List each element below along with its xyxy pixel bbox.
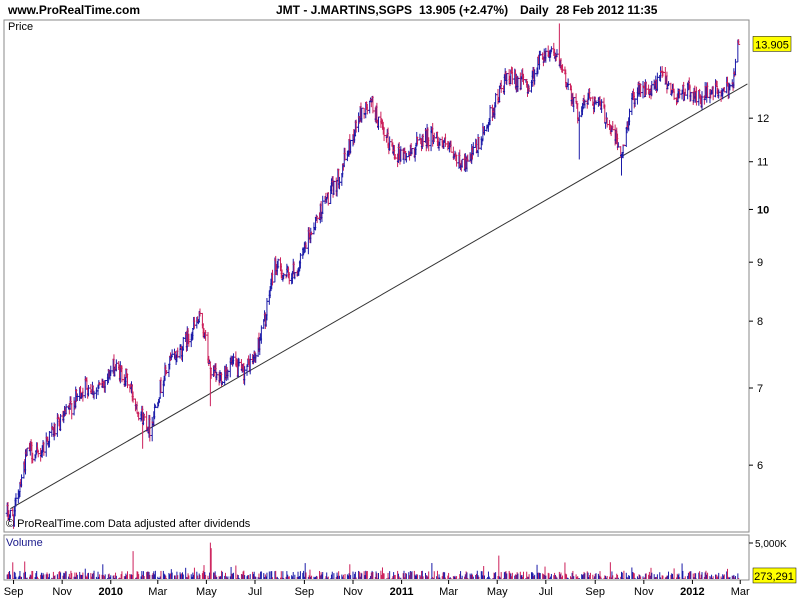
time-axis: Sep Nov 2010 Mar May Jul Sep Nov 2011 Mar May Jul Se… xyxy=(4,580,750,598)
period-label: Daily xyxy=(520,3,549,17)
last-price-badge xyxy=(752,36,792,52)
volume-tick-label: 5,000K xyxy=(755,539,787,550)
price-tick-label: 11 xyxy=(757,157,768,169)
site-title[interactable]: www.ProRealTime.com xyxy=(8,3,141,17)
time-tick-label: Nov xyxy=(634,586,654,598)
time-tick-label: Sep xyxy=(4,586,24,598)
price-axis: 6 7 8 9 10 11 12 5,000K xyxy=(749,113,787,550)
time-tick-label: May xyxy=(487,586,508,598)
time-tick-label: Sep xyxy=(585,586,605,598)
time-tick-label: Jul xyxy=(539,586,553,598)
volume-panel-label: Volume xyxy=(6,537,43,549)
price-tick-label: 6 xyxy=(757,460,763,472)
support-trendline xyxy=(10,83,748,510)
time-tick-label: Mar xyxy=(439,586,458,598)
last-volume-badge xyxy=(752,567,797,584)
datetime-label: 28 Feb 2012 11:35 xyxy=(556,3,658,17)
price-tick-label: 10 xyxy=(757,204,769,216)
chart-footer-note: © ProRealTime.com Data adjusted after di… xyxy=(6,518,251,530)
badges-layer: 13.905 273,291 xyxy=(752,36,797,584)
quote-change: 13.905 (+2.47%) xyxy=(419,3,509,17)
time-tick-label: Nov xyxy=(52,586,72,598)
price-tick-label: 7 xyxy=(757,383,763,395)
time-tick-label: May xyxy=(196,586,217,598)
time-tick-label: Jul xyxy=(248,586,262,598)
volume-bars-layer xyxy=(6,542,740,579)
price-panel-label: Price xyxy=(8,21,34,33)
time-tick-label: 2011 xyxy=(390,586,414,598)
instrument-name: JMT - J.MARTINS,SGPS xyxy=(276,3,413,17)
last-volume-badge-text: 273,291 xyxy=(754,571,794,583)
time-tick-label: Mar xyxy=(731,586,750,598)
time-tick-label: Nov xyxy=(343,586,363,598)
trendline-layer xyxy=(10,83,748,510)
last-price-badge-text: 13.905 xyxy=(755,39,789,51)
price-tick-label: 12 xyxy=(757,113,769,125)
time-tick-label: 2012 xyxy=(680,586,704,598)
time-tick-label: 2010 xyxy=(99,586,123,598)
price-tick-label: 9 xyxy=(757,257,763,269)
price-bars-layer xyxy=(5,23,741,529)
price-tick-label: 8 xyxy=(757,316,763,328)
time-tick-label: Mar xyxy=(148,586,167,598)
time-tick-label: Sep xyxy=(295,586,315,598)
